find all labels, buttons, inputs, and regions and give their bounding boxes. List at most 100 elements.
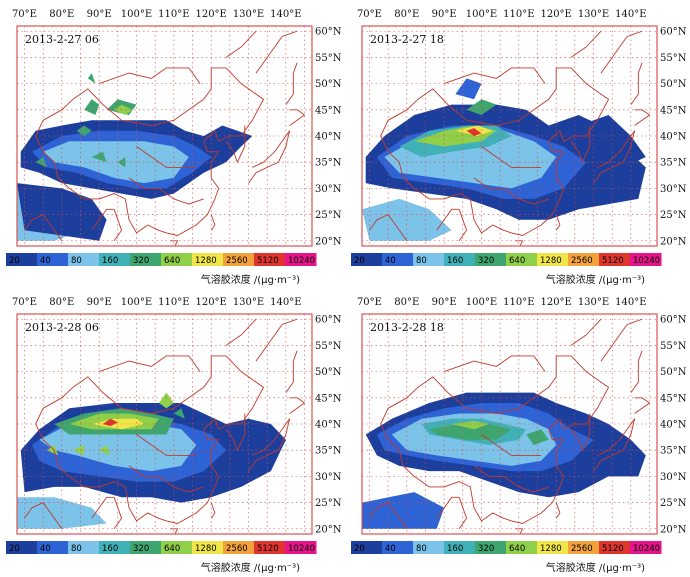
colorbar: 20 40 80 160 320 640 1280 2560 5120 10240	[6, 541, 317, 554]
latitude-label: 35°N	[660, 446, 687, 457]
colorbar-tick-label: 40	[385, 544, 396, 554]
colorbar-swatch	[475, 253, 507, 266]
colorbar-swatch	[223, 253, 255, 266]
colorbar-tick-label: 640	[164, 544, 180, 554]
longitude-label: 80°E	[49, 297, 74, 308]
map-panel-2: 70°E 80°E 90°E 100°E 110°E 120°E 130°E 140°E 60°…	[345, 0, 690, 288]
colorbar-tick-label: 10240	[288, 256, 315, 266]
map-frame	[361, 25, 658, 247]
colorbar-tick-label: 5120	[602, 544, 624, 554]
colorbar-swatch	[37, 541, 69, 554]
colorbar-tick-label: 2560	[226, 256, 248, 266]
latitude-label: 60°N	[660, 315, 687, 326]
concentration-contour-l5	[76, 125, 92, 136]
concentration-contour-l6	[73, 445, 85, 456]
latitude-label: 50°N	[315, 79, 342, 90]
colorbar-title: 气溶胶浓度 /(μg·m⁻³)	[546, 273, 645, 286]
country-borders	[369, 318, 650, 534]
colorbar-swatch	[130, 253, 162, 266]
latitude-label: 35°N	[660, 158, 687, 169]
latitude-label: 60°N	[315, 315, 342, 326]
colorbar-tick-label: 160	[102, 544, 118, 554]
latitude-label: 55°N	[315, 53, 342, 64]
colorbar-swatch	[99, 541, 131, 554]
colorbar-swatch	[99, 253, 131, 266]
colorbar-tick-label: 640	[509, 256, 525, 266]
colorbar-swatch	[192, 541, 224, 554]
latitude-label: 20°N	[660, 524, 687, 535]
longitude-label: 90°E	[87, 9, 112, 20]
concentration-contour-l5	[526, 429, 549, 445]
colorbar-swatch	[351, 541, 383, 554]
latitude-label: 40°N	[660, 420, 687, 431]
colorbar-swatch	[413, 541, 445, 554]
colorbar: 20 40 80 160 320 640 1280 2560 5120 10240	[351, 541, 662, 554]
colorbar-swatch	[599, 253, 631, 266]
concentration-contour-l1	[586, 445, 631, 477]
map-frame	[16, 25, 313, 247]
concentration-contour-l9	[466, 128, 482, 136]
latitude-label: 30°N	[315, 472, 342, 483]
latitude-label: 45°N	[660, 105, 687, 116]
latitude-label: 25°N	[315, 498, 342, 509]
longitude-label: 140°E	[615, 9, 646, 20]
longitude-label: 100°E	[121, 297, 152, 308]
colorbar-swatch	[568, 541, 600, 554]
colorbar-tick-label: 320	[133, 256, 149, 266]
map-panel-3: 70°E 80°E 90°E 100°E 110°E 120°E 130°E 140°E 60°…	[0, 288, 345, 576]
map-frame	[361, 313, 658, 535]
latitude-label: 50°N	[660, 79, 687, 90]
longitude-label: 80°E	[49, 9, 74, 20]
colorbar-swatch	[37, 253, 69, 266]
colorbar-title: 气溶胶浓度 /(μg·m⁻³)	[201, 273, 300, 286]
longitude-label: 70°E	[357, 9, 382, 20]
colorbar-swatch	[537, 253, 569, 266]
longitude-label: 90°E	[432, 297, 457, 308]
latitude-label: 30°N	[315, 184, 342, 195]
longitude-label: 70°E	[12, 9, 37, 20]
concentration-contour-l5	[87, 73, 96, 84]
colorbar-swatch	[382, 541, 414, 554]
colorbar-swatch	[223, 541, 255, 554]
colorbar-swatch	[444, 541, 476, 554]
colorbar-swatch	[161, 541, 193, 554]
colorbar-tick-label: 20	[354, 544, 365, 554]
colorbar-swatch	[254, 541, 286, 554]
country-borders	[24, 30, 305, 246]
longitude-label: 130°E	[578, 297, 609, 308]
latitude-label: 40°N	[660, 132, 687, 143]
longitude-label: 90°E	[432, 9, 457, 20]
colorbar: 20 40 80 160 320 640 1280 2560 5120 10240	[351, 253, 662, 266]
longitude-label: 120°E	[540, 9, 571, 20]
concentration-contour-l5	[173, 408, 185, 419]
longitude-label: 80°E	[394, 297, 419, 308]
aerosol-concentration-field	[362, 314, 657, 534]
latitude-label: 35°N	[315, 446, 342, 457]
colorbar-tick-label: 1280	[195, 544, 217, 554]
colorbar-tick-label: 2560	[226, 544, 248, 554]
colorbar-tick-label: 2560	[571, 256, 593, 266]
latitude-label: 45°N	[660, 393, 687, 404]
latitude-label: 25°N	[315, 210, 342, 221]
graticule	[17, 314, 312, 534]
graticule	[17, 26, 312, 246]
colorbar-tick-label: 80	[71, 544, 82, 554]
aerosol-concentration-field	[17, 314, 312, 534]
concentration-contour-l6	[158, 392, 174, 409]
colorbar-swatch	[285, 253, 317, 266]
colorbar-swatch	[568, 253, 600, 266]
map-panel-1: 70°E 80°E 90°E 100°E 110°E 120°E 130°E 140°E 60°…	[0, 0, 345, 288]
concentration-contour-l2	[362, 492, 445, 529]
graticule	[362, 26, 657, 246]
longitude-label: 110°E	[503, 297, 534, 308]
colorbar-swatch	[68, 541, 100, 554]
longitude-label: 100°E	[121, 9, 152, 20]
latitude-label: 20°N	[660, 236, 687, 247]
colorbar-tick-label: 80	[416, 544, 427, 554]
concentration-contour-l5	[35, 157, 47, 168]
latitude-label: 20°N	[315, 524, 342, 535]
colorbar-swatch	[161, 253, 193, 266]
colorbar-swatch	[130, 541, 162, 554]
latitude-label: 25°N	[660, 498, 687, 509]
colorbar-swatch	[6, 541, 38, 554]
